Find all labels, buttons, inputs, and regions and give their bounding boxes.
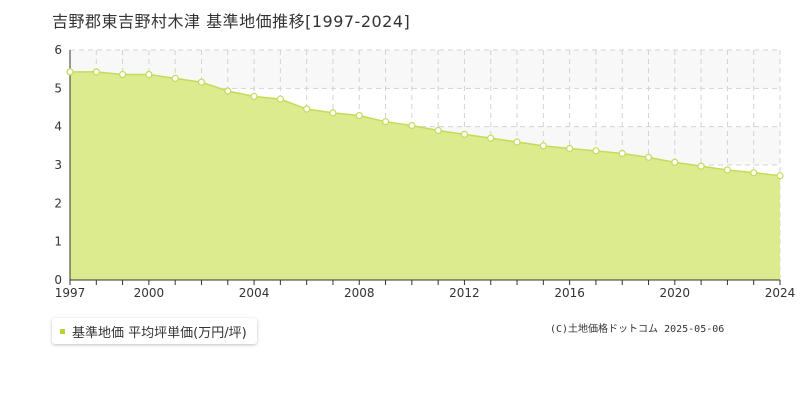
x-tick-label: 1997	[55, 286, 86, 300]
series-line	[70, 71, 781, 177]
y-tick-label: 1	[54, 235, 62, 249]
data-point	[381, 118, 390, 126]
data-point	[592, 147, 600, 155]
data-point	[671, 158, 679, 166]
data-point	[92, 68, 100, 76]
data-point	[460, 130, 469, 138]
data-point	[197, 78, 206, 86]
credit-text: (C)土地価格ドットコム 2025-05-06	[550, 324, 725, 335]
y-tick-label: 0	[54, 273, 62, 287]
data-point	[434, 126, 442, 135]
data-point	[644, 153, 653, 161]
x-tick-label: 2000	[134, 286, 165, 300]
data-point	[276, 95, 284, 103]
legend-marker	[60, 328, 65, 334]
data-point	[723, 166, 732, 174]
data-point	[329, 109, 337, 117]
data-point	[618, 149, 626, 158]
chart-area: 0 1 2 3 4 5 6 1997 2000 2004 2008 2012 2016 2020 2024	[54, 43, 796, 300]
y-tick-label: 5	[54, 81, 62, 95]
data-point	[776, 172, 784, 180]
x-tick-label: 2012	[449, 286, 480, 300]
y-tick-label: 6	[54, 43, 62, 57]
data-point	[303, 105, 311, 113]
y-tick-label: 2	[54, 196, 62, 210]
legend-label: 基準地価 平均坪単価(万円/坪)	[72, 325, 247, 341]
data-point	[513, 138, 521, 146]
x-tick-label: 2020	[660, 286, 691, 300]
data-point	[145, 70, 153, 79]
series-area	[70, 71, 780, 280]
data-point	[250, 92, 258, 100]
data-point	[171, 74, 179, 82]
data-point	[118, 70, 127, 79]
data-point	[566, 144, 574, 153]
data-point	[66, 68, 74, 76]
data-point	[487, 134, 495, 142]
data-point	[539, 142, 547, 150]
data-point	[408, 121, 416, 130]
data-point	[750, 169, 758, 177]
x-tick-label: 2024	[765, 286, 796, 300]
chart-title: 吉野郡東吉野村木津 基準地価推移[1997-2024]	[52, 12, 411, 31]
data-point	[355, 111, 363, 120]
data-point	[697, 162, 705, 170]
y-tick-label: 4	[54, 120, 62, 134]
x-tick-label: 2004	[239, 286, 270, 300]
data-point	[224, 87, 232, 95]
x-tick-label: 2016	[554, 286, 585, 300]
x-tick-label: 2008	[344, 286, 375, 300]
y-tick-label: 3	[54, 158, 62, 172]
legend: 基準地価 平均坪単価(万円/坪)	[52, 318, 257, 344]
